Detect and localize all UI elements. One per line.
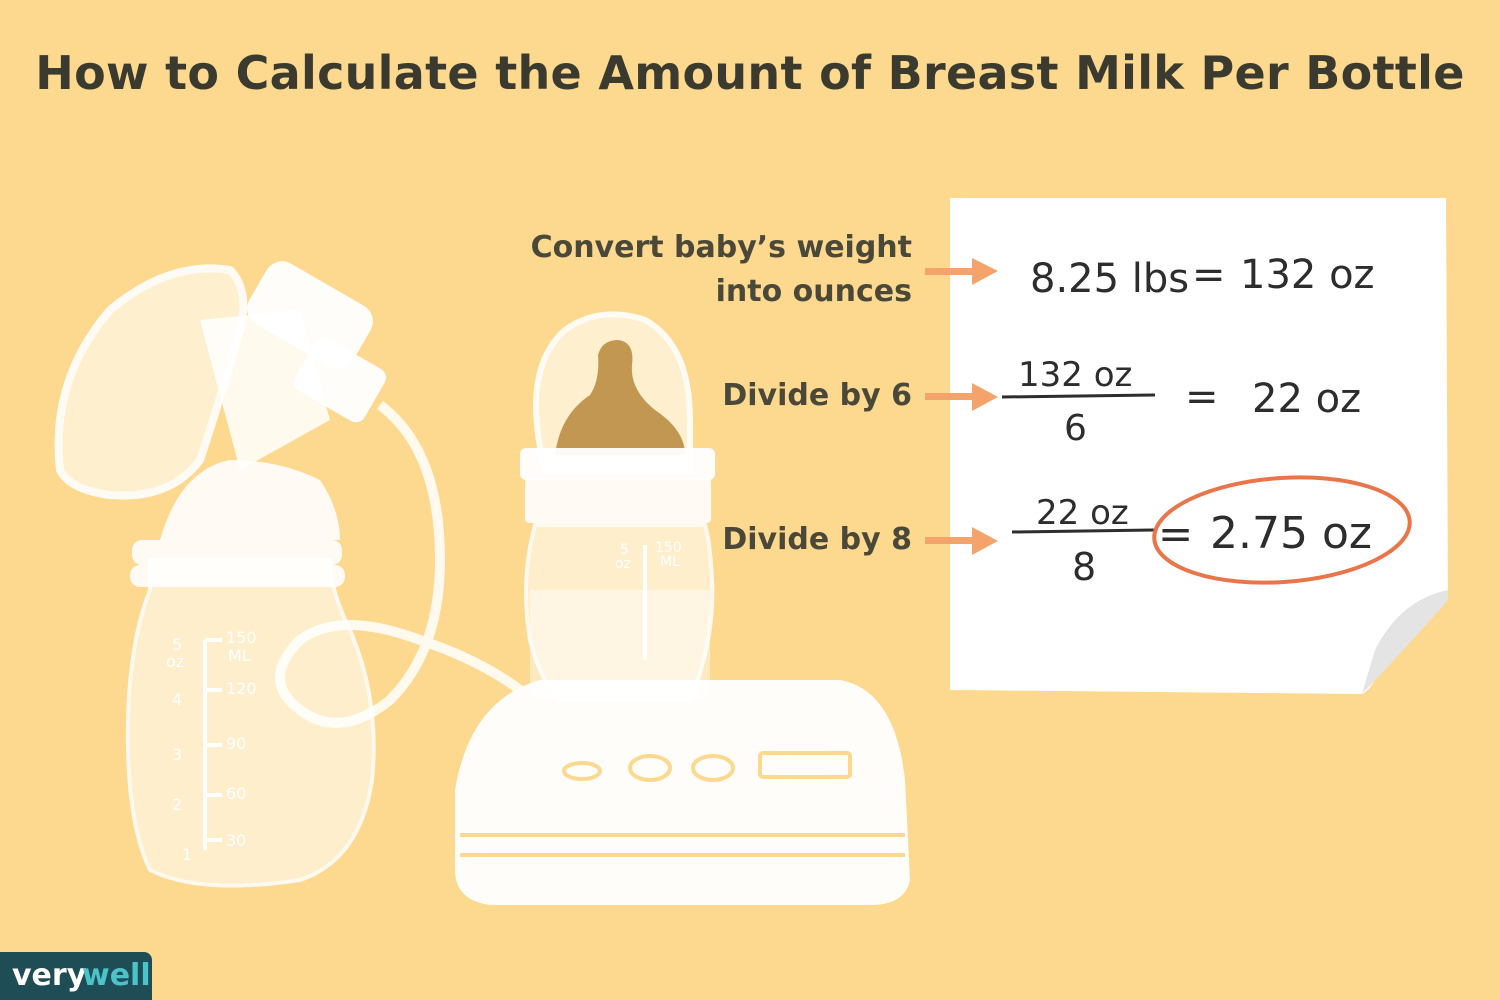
arrow-step3 xyxy=(925,537,977,544)
baby-bottle xyxy=(520,311,715,702)
right-oz-mark: 5 xyxy=(620,542,629,558)
arrow-step1 xyxy=(925,268,977,275)
pump-display xyxy=(758,751,852,779)
arrow-step1-head xyxy=(972,258,998,285)
left-ml-mark: 60 xyxy=(226,784,246,803)
page-title: How to Calculate the Amount of Breast Mi… xyxy=(35,46,1465,100)
step2-label: Divide by 6 xyxy=(722,378,912,413)
left-bottle-scale xyxy=(203,638,222,850)
step1-equals: = xyxy=(1192,252,1226,298)
paper-curl xyxy=(1362,590,1448,694)
step1-right-expr: 132 oz xyxy=(1240,252,1375,298)
pump-motor xyxy=(455,680,910,905)
pump-button xyxy=(562,761,602,781)
verywell-logo: very well xyxy=(0,952,152,1000)
left-oz-mark: 1 xyxy=(182,845,192,864)
arrow-step2 xyxy=(925,393,977,400)
result-highlight-circle xyxy=(1152,475,1412,585)
right-oz-unit: oz xyxy=(615,556,631,572)
arrow-step3-head xyxy=(972,527,998,555)
left-oz-mark: 3 xyxy=(172,745,182,764)
right-ml-mark: 150 xyxy=(655,540,682,556)
breast-shield xyxy=(54,261,386,500)
step3-result: 2.75 oz xyxy=(1210,508,1372,559)
step2-equals: = xyxy=(1185,374,1219,420)
step1-left-expr: 8.25 lbs xyxy=(1030,256,1189,302)
step1-label-line1: Convert baby’s weight xyxy=(530,230,912,265)
step3-fraction-bar xyxy=(1011,528,1156,534)
step2-numerator: 132 oz xyxy=(1018,355,1132,395)
arrows xyxy=(925,258,998,555)
logo-very: very xyxy=(12,958,87,993)
logo-well: well xyxy=(82,958,151,993)
pump-button xyxy=(691,754,735,782)
left-oz-mark: 5 xyxy=(172,635,182,654)
left-ml-mark: 90 xyxy=(226,734,246,753)
paper-sheet xyxy=(950,198,1448,694)
arrow-step2-head xyxy=(972,383,998,411)
pump-button xyxy=(628,754,672,782)
step3-denominator: 8 xyxy=(1072,545,1096,589)
left-oz-unit: oz xyxy=(166,652,184,671)
step1-label-line2: into ounces xyxy=(715,274,912,309)
step2-denominator: 6 xyxy=(1064,408,1087,449)
left-ml-mark: 120 xyxy=(226,679,257,698)
step3-label: Divide by 8 xyxy=(722,522,912,557)
step2-result: 22 oz xyxy=(1252,376,1361,422)
left-ml-mark: 150 xyxy=(226,628,257,647)
bottle-nipple xyxy=(555,340,685,455)
step1-label: Convert baby’s weight into ounces xyxy=(531,226,912,314)
pump-tube xyxy=(275,401,523,728)
left-ml-unit: ML xyxy=(228,646,251,665)
right-ml-unit: ML xyxy=(660,554,680,570)
pump-bottle xyxy=(125,460,376,888)
left-oz-mark: 4 xyxy=(172,690,182,709)
left-oz-mark: 2 xyxy=(172,795,182,814)
left-ml-mark: 30 xyxy=(226,831,246,850)
step3-numerator: 22 oz xyxy=(1036,493,1129,533)
step2-fraction-bar xyxy=(1001,393,1156,399)
